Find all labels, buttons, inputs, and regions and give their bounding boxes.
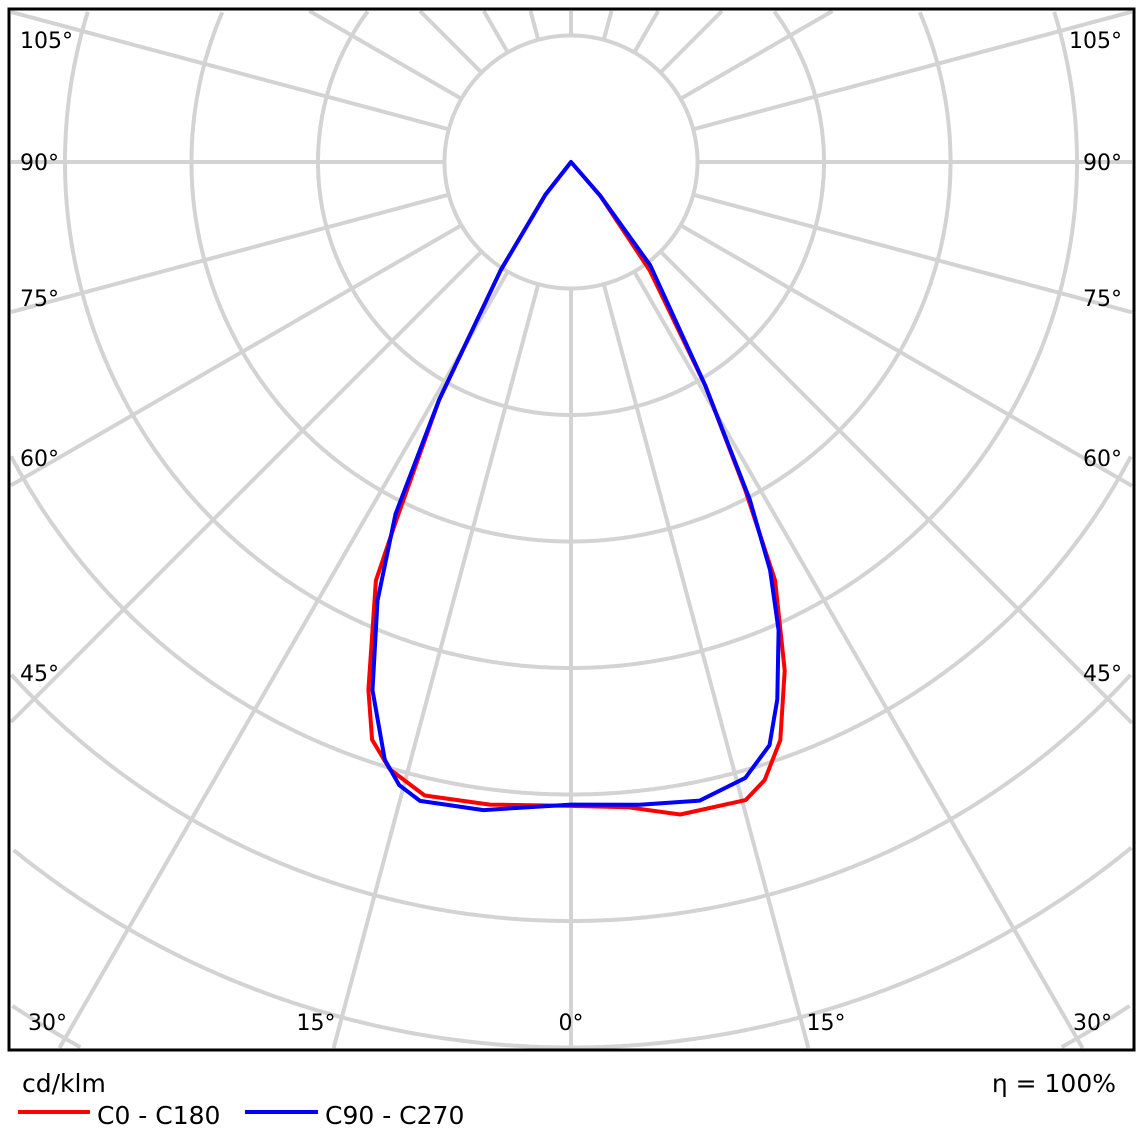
grid-spoke	[57, 270, 510, 1049]
grid-ring	[189, 11, 953, 544]
efficiency-label: η = 100%	[992, 1069, 1116, 1098]
grid-spoke	[601, 10, 614, 41]
angle-label-right-60: 60°	[1083, 447, 1122, 472]
angle-label-left-75: 75°	[20, 287, 59, 312]
grid-spoke	[692, 192, 1133, 315]
legend-label-c90-c270: C90 - C270	[325, 1101, 464, 1130]
grid-spoke	[9, 250, 483, 724]
grid-spoke	[659, 9, 724, 74]
angle-label-bottom-15-right: 15°	[807, 1011, 846, 1036]
angle-label-bottom-30-left: 30°	[28, 1011, 67, 1036]
angle-label-right-90: 90°	[1083, 151, 1122, 176]
angle-label-bottom-30-right: 30°	[1073, 1011, 1112, 1036]
grid-spoke	[659, 250, 1134, 725]
angle-label-left-105: 105°	[20, 29, 73, 54]
angle-label-left-60: 60°	[20, 447, 59, 472]
grid-spoke	[10, 192, 450, 314]
grid-spoke	[632, 270, 1085, 1050]
grid-spoke	[632, 10, 660, 54]
unit-label: cd/klm	[22, 1069, 106, 1098]
angle-label-right-75: 75°	[1083, 287, 1122, 312]
grid-spoke	[692, 9, 1133, 132]
angle-label-bottom-15-left: 15°	[297, 1011, 336, 1036]
grid-spoke	[418, 9, 483, 74]
angle-label-right-45: 45°	[1083, 662, 1122, 687]
legend-label-c0-c180: C0 - C180	[97, 1101, 220, 1130]
grid-spoke	[679, 223, 1133, 488]
grid-spoke	[9, 223, 463, 488]
grid-spoke	[10, 10, 450, 132]
series-curve-c0-c180	[366, 160, 787, 817]
grid-spoke	[528, 10, 541, 41]
angle-label-bottom-0: 0°	[559, 1011, 584, 1036]
grid-spoke	[679, 9, 834, 101]
intensity-curves	[366, 160, 787, 817]
angle-label-left-90: 90°	[20, 151, 59, 176]
grid-spoke	[308, 9, 463, 101]
grid-spoke	[482, 9, 510, 54]
grid-spoke	[331, 283, 541, 1049]
angle-label-left-45: 45°	[20, 662, 59, 687]
series-curve-c90-c270	[370, 160, 781, 813]
grid-ring	[11, 1004, 1131, 1049]
plot-frame	[7, 7, 1136, 1052]
angle-label-right-105: 105°	[1069, 29, 1122, 54]
polar-grid	[9, 9, 1134, 1050]
grid-spoke	[601, 283, 811, 1049]
grid-ring	[63, 11, 1079, 670]
